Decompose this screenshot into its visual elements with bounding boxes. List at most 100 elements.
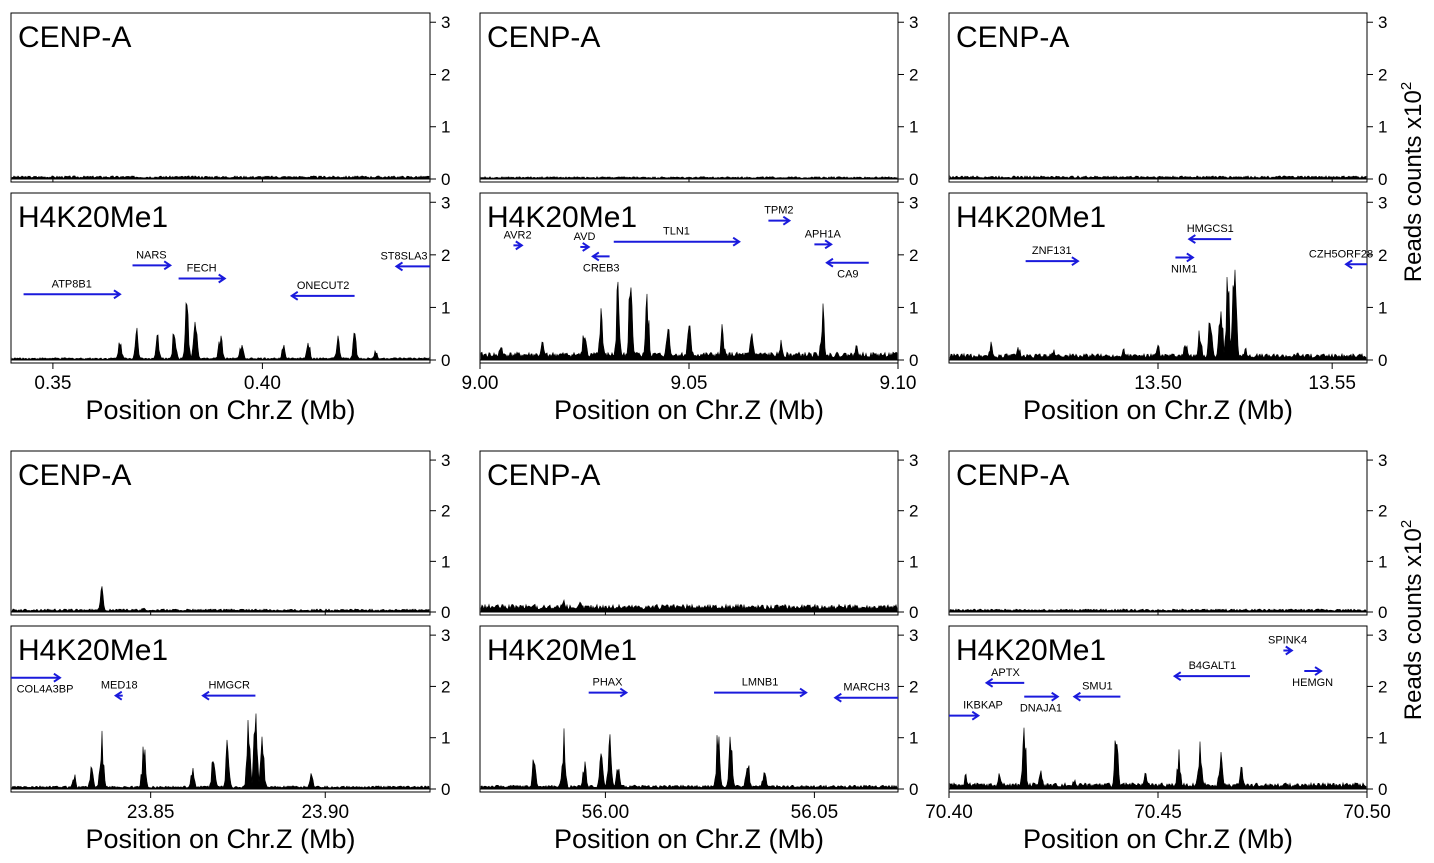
gene-label: HMGCS1 (1187, 223, 1234, 235)
gene-arrow-head (1071, 256, 1080, 266)
x-tick-label: 0.40 (244, 373, 281, 394)
gene-label: COL4A3BP (17, 684, 74, 696)
gene-label: MED18 (101, 680, 138, 692)
gene-arrow-head (289, 291, 299, 301)
coverage-signal (11, 175, 430, 180)
y-tick-label: 3 (441, 193, 450, 212)
track-label: CENP-A (956, 459, 1069, 492)
chart-panels: 0 1 2 3 CENP-A 0 1 2 3 H4K20Me1 ATP8B1 NARS FECH ONEC… (10, 12, 1391, 854)
x-axis-label: Position on Chr.Z (Mb) (1023, 824, 1293, 854)
gene-arrow-head (799, 687, 808, 698)
coverage-signal (11, 301, 430, 361)
gene-annotation: CREB3 (583, 251, 620, 274)
gene-arrow-head (782, 215, 792, 226)
gene-label: LMNB1 (742, 677, 779, 689)
x-tick-label: 70.45 (1134, 802, 1182, 823)
y-tick-label: 0 (441, 351, 450, 370)
gene-arrow-head (619, 687, 629, 698)
gene-arrow-head (1172, 671, 1182, 681)
coverage-signal (480, 728, 898, 790)
y-tick-label: 1 (441, 552, 450, 571)
gene-arrow-head (113, 690, 123, 701)
gene-annotation: DNAJA1 (1020, 691, 1062, 715)
gene-arrow-head (1072, 691, 1081, 702)
gene-label: DNAJA1 (1020, 703, 1062, 715)
y-tick-label: 1 (1378, 118, 1387, 137)
y-tick-label: 2 (441, 65, 450, 84)
y-tick-label: 2 (909, 65, 918, 84)
gene-label: APTX (991, 667, 1020, 679)
x-tick-label: 70.50 (1343, 802, 1391, 823)
gene-annotation: ONECUT2 (289, 280, 355, 301)
coverage-signal (949, 269, 1367, 361)
gene-annotation: FECH (178, 263, 227, 284)
gene-arrow-head (824, 239, 833, 250)
gene-arrow-head (582, 242, 591, 252)
y-tick-label: 3 (1378, 626, 1387, 645)
gene-arrow-head (833, 692, 842, 703)
track-frame (10, 450, 431, 616)
y-tick-label: 2 (1378, 502, 1387, 521)
y-axis-label-exponent: 2 (1398, 82, 1415, 90)
y-tick-label: 1 (1378, 298, 1387, 317)
gene-label: AVD (574, 231, 596, 243)
gene-annotation: ATP8B1 (23, 278, 122, 300)
gene-label: SPINK4 (1268, 635, 1307, 647)
gene-arrow-head (53, 672, 62, 683)
track-frame (479, 450, 899, 616)
chart-panel: 0 1 2 3 CENP-A 0 1 2 3 H4K20Me1 PHAX LMNB1 MARCH3 56.… (479, 450, 918, 854)
y-tick-label: 3 (441, 626, 450, 645)
y-tick-label: 0 (441, 780, 450, 799)
track-label: H4K20Me1 (487, 201, 637, 234)
y-tick-label: 0 (909, 170, 918, 189)
y-tick-label: 1 (441, 729, 450, 748)
y-tick-label: 1 (441, 118, 450, 137)
gene-arrow-head (113, 289, 122, 300)
coverage-signal (949, 727, 1367, 790)
y-tick-label: 1 (909, 298, 918, 317)
y-tick-label: 3 (1378, 13, 1387, 32)
gene-annotation: TLN1 (613, 226, 741, 247)
y-axis-label-top: Reads counts x102 (1398, 82, 1427, 282)
gene-arrow-head (984, 677, 994, 688)
gene-annotation: NARS (132, 249, 173, 271)
y-tick-label: 2 (441, 677, 450, 696)
x-axis-label: Position on Chr.Z (Mb) (1023, 395, 1293, 425)
gene-label: CREB3 (583, 262, 620, 274)
gene-arrow-head (591, 251, 600, 262)
x-tick-label: 13.50 (1134, 373, 1182, 394)
track-label: H4K20Me1 (487, 634, 637, 667)
y-tick-label: 3 (909, 193, 918, 212)
y-tick-label: 1 (1378, 729, 1387, 748)
gene-annotation: TPM2 (764, 205, 794, 226)
x-axis-label: Position on Chr.Z (Mb) (554, 395, 824, 425)
gene-annotation: CA9 (825, 257, 869, 281)
gene-annotation: COL4A3BP (11, 672, 74, 696)
gene-label: CA9 (837, 269, 858, 281)
gene-label: ZNF131 (1032, 245, 1072, 257)
gene-arrow-head (1051, 691, 1060, 702)
gene-label: IKBKAP (963, 700, 1003, 712)
track-label: CENP-A (956, 21, 1069, 54)
track-frame (948, 192, 1368, 364)
gene-label: TLN1 (663, 226, 690, 238)
gene-annotation: HMGCR (201, 680, 256, 701)
x-axis-label: Position on Chr.Z (Mb) (85, 395, 355, 425)
y-axis-label-exponent: 2 (1398, 520, 1415, 528)
y-tick-label: 0 (441, 170, 450, 189)
x-tick-label: 23.85 (127, 802, 175, 823)
y-tick-label: 3 (441, 451, 450, 470)
track-label: CENP-A (487, 459, 600, 492)
gene-annotation: APTX (984, 667, 1025, 688)
gene-annotation: ST8SLA3 (380, 250, 430, 272)
y-tick-label: 2 (1378, 677, 1387, 696)
gene-label: CZH5ORF28 (1309, 248, 1373, 260)
y-axis-label-text: Reads counts x10 (1400, 528, 1427, 720)
track-label: H4K20Me1 (18, 634, 168, 667)
gene-arrow-head (825, 257, 834, 268)
gene-label: MARCH3 (843, 682, 889, 694)
chart-panel: 0 1 2 3 CENP-A 0 1 2 3 H4K20Me1 COL4A3BP MED18 HMGCR… (10, 450, 450, 854)
y-tick-label: 2 (909, 502, 918, 521)
gene-label: TPM2 (764, 205, 793, 217)
